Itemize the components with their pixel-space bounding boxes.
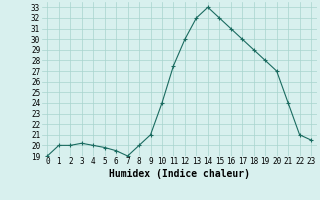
X-axis label: Humidex (Indice chaleur): Humidex (Indice chaleur) xyxy=(109,169,250,179)
